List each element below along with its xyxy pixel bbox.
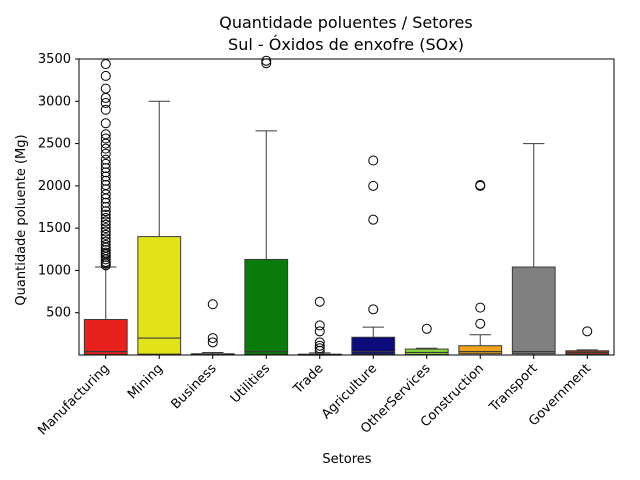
- outlier-point: [368, 155, 379, 166]
- outlier-point: [100, 138, 111, 149]
- outlier-point: [100, 197, 111, 208]
- outlier-point: [368, 214, 379, 225]
- outlier-point: [100, 92, 111, 103]
- outlier-point: [100, 219, 111, 230]
- box-transport: [511, 143, 556, 356]
- outlier-point: [314, 326, 325, 337]
- outlier-point: [100, 180, 111, 191]
- y-tick-label: 1500: [38, 221, 71, 236]
- x-tick-label: Trade: [290, 361, 326, 397]
- outlier-point: [100, 209, 111, 220]
- outlier-point: [314, 296, 325, 307]
- outlier-point: [421, 323, 432, 334]
- outlier-point: [475, 302, 486, 313]
- y-axis-label: Quantidade poluente (Mg): [14, 134, 29, 305]
- outlier-point: [100, 163, 111, 174]
- outlier-point: [100, 233, 111, 244]
- box-construction: [458, 180, 503, 356]
- outlier-point: [100, 245, 111, 256]
- box-trade: [297, 296, 342, 356]
- box-otherservices: [404, 323, 449, 356]
- outlier-point: [100, 247, 111, 258]
- box-body: [244, 258, 289, 356]
- outlier-point: [100, 240, 111, 251]
- x-axis: Manufacturing Mining Business Utilities Trad…: [35, 355, 594, 438]
- outlier-point: [100, 223, 111, 234]
- outlier-point: [100, 148, 111, 159]
- outlier-point: [100, 133, 111, 144]
- box-body: [404, 348, 449, 356]
- y-tick-label: 2500: [38, 137, 71, 152]
- x-tick-label: Transport: [486, 361, 540, 415]
- box-body: [511, 266, 556, 355]
- chart-subtitle: Sul - Óxidos de enxofre (SOx): [228, 35, 464, 54]
- outlier-point: [100, 184, 111, 195]
- y-axis: 500 1000 1500 2000 2500 3000 3500: [38, 52, 79, 321]
- outlier-point: [100, 236, 111, 247]
- x-tick-label: Business: [168, 361, 219, 412]
- outlier-point: [100, 158, 111, 169]
- y-tick-label: 3500: [38, 52, 71, 67]
- outlier-point: [100, 97, 111, 108]
- outlier-point: [475, 180, 486, 191]
- x-tick-label: Utilities: [228, 361, 273, 406]
- outlier-point: [100, 104, 111, 115]
- box-body: [458, 345, 503, 355]
- outlier-point: [100, 118, 111, 129]
- outlier-point: [100, 226, 111, 237]
- box-mining: [137, 100, 182, 356]
- outlier-point: [314, 320, 325, 331]
- outlier-point: [100, 129, 111, 140]
- outlier-point: [207, 299, 218, 310]
- plot-area: [78, 55, 615, 356]
- box-agriculture: [351, 155, 396, 356]
- outlier-point: [100, 83, 111, 94]
- box-body: [137, 236, 182, 355]
- chart-title: Quantidade poluentes / Setores: [219, 13, 472, 32]
- outlier-point: [100, 229, 111, 240]
- x-tick-label: Mining: [125, 361, 166, 402]
- x-axis-label: Setores: [322, 452, 371, 467]
- y-tick-label: 1000: [38, 263, 71, 278]
- outlier-point: [100, 167, 111, 178]
- box-body: [351, 336, 396, 355]
- outlier-point: [475, 318, 486, 329]
- outlier-point: [314, 337, 325, 348]
- outlier-point: [314, 340, 325, 351]
- x-tick-label: Manufacturing: [35, 361, 112, 438]
- outlier-point: [100, 206, 111, 217]
- outlier-point: [207, 333, 218, 344]
- outlier-point: [368, 304, 379, 315]
- box-government: [565, 326, 610, 356]
- y-tick-label: 3000: [38, 94, 71, 109]
- outlier-point: [100, 175, 111, 186]
- outlier-point: [475, 180, 486, 191]
- outlier-point: [368, 180, 379, 191]
- box-utilities: [244, 55, 289, 356]
- outlier-point: [100, 143, 111, 154]
- box-business: [190, 299, 235, 356]
- outlier-point: [582, 326, 593, 337]
- box-manufacturing: [83, 59, 128, 356]
- outlier-point: [100, 154, 111, 165]
- outlier-point: [261, 55, 272, 66]
- outlier-point: [207, 337, 218, 348]
- outlier-point: [100, 59, 111, 70]
- y-tick-label: 500: [46, 306, 71, 321]
- outlier-point: [100, 212, 111, 223]
- axes-frame: [78, 58, 615, 356]
- box-body: [83, 318, 128, 356]
- y-tick-label: 2000: [38, 179, 71, 194]
- outlier-point: [100, 171, 111, 182]
- outlier-point: [314, 343, 325, 354]
- outlier-point: [100, 70, 111, 81]
- outlier-point: [100, 216, 111, 227]
- outlier-point: [100, 202, 111, 212]
